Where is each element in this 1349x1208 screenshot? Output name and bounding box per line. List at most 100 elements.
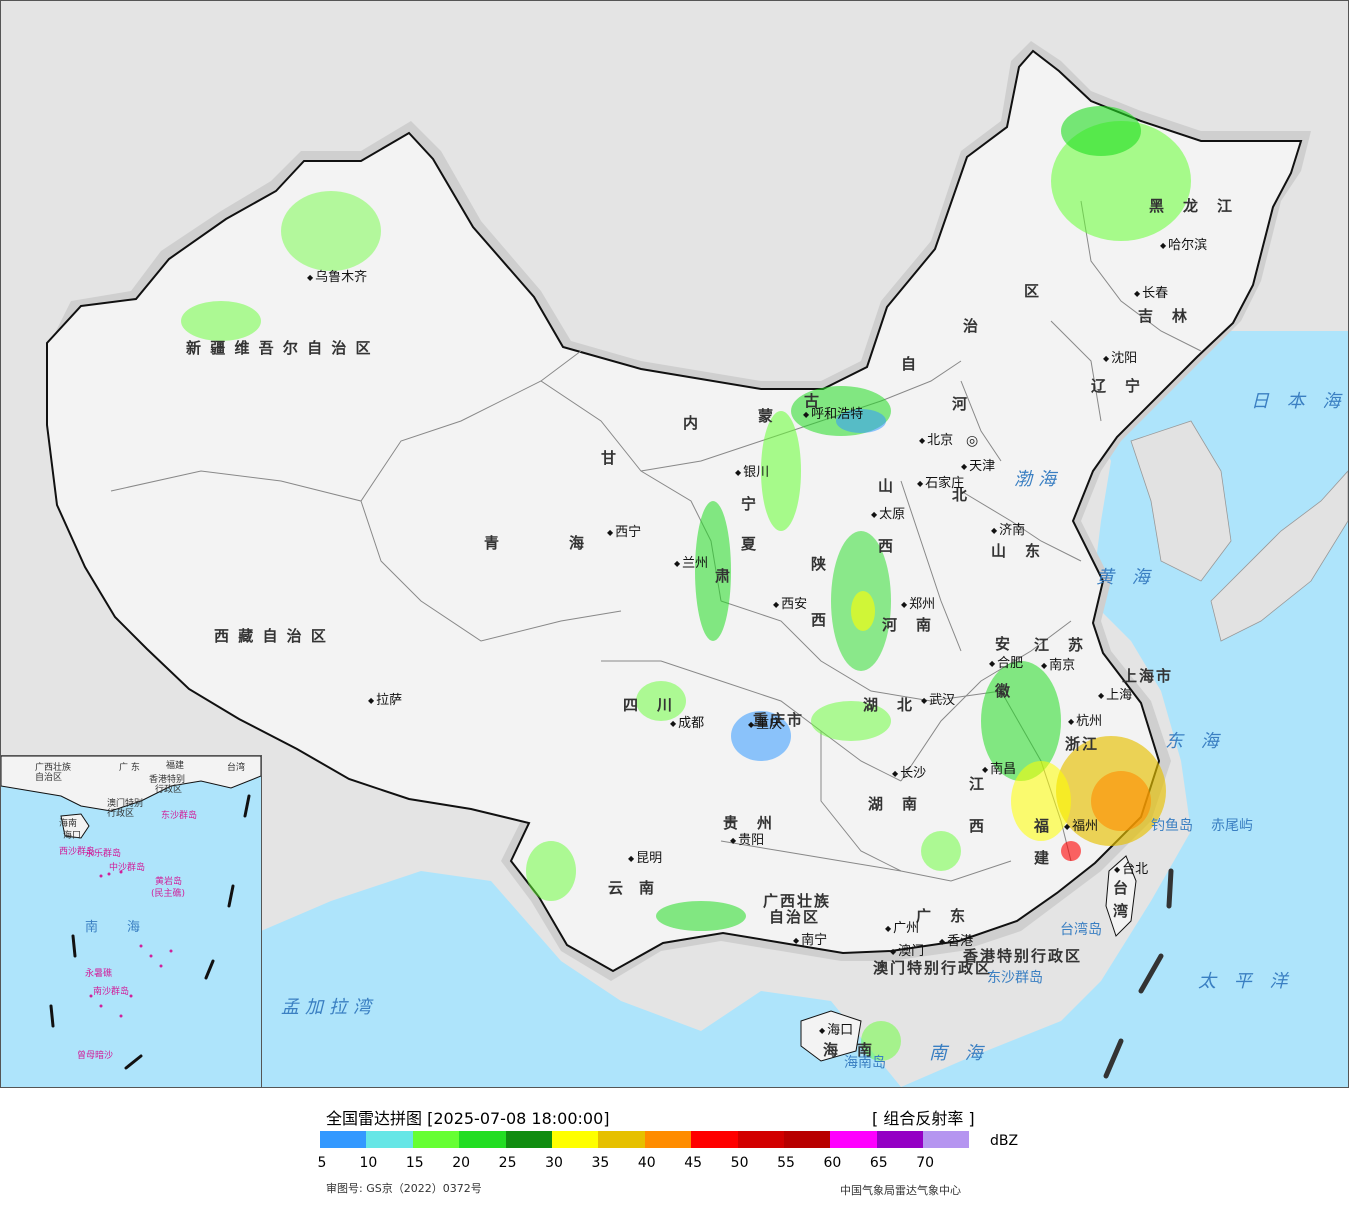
region-label: 南 — [639, 879, 657, 897]
inset-label: 澳门特别 — [107, 799, 144, 809]
scale-tick-label: 65 — [869, 1155, 888, 1171]
scale-tick-label: 55 — [777, 1155, 795, 1171]
inset-label: 福建 — [166, 761, 185, 771]
sea-label: 渤海 — [1014, 469, 1062, 490]
region-label: 西 — [969, 817, 987, 835]
region-label: 广 东 — [916, 907, 968, 925]
city-label: 天津 — [961, 460, 995, 473]
region-label: 蒙 — [758, 407, 776, 425]
scale-tick-label: 40 — [637, 1155, 656, 1171]
region-label: 福 — [1034, 817, 1052, 835]
inset-label: 西沙群岛 — [59, 847, 96, 857]
sea-label: 南 海 — [929, 1043, 989, 1064]
island-label: 台湾岛 — [1060, 922, 1102, 938]
region-label: 西 藏 自 治 区 — [214, 627, 328, 645]
ocean-south — [181, 871, 901, 1087]
city-label: 沈阳 — [1103, 352, 1137, 365]
color-swatch — [459, 1131, 506, 1148]
region-label: 吉 林 — [1138, 307, 1190, 325]
inset-land — [1, 756, 261, 812]
region-label: 山 东 — [991, 542, 1043, 560]
legend-panel: 全国雷达拼图 [2025-07-08 18:00:00] [ 组合反射率 ] 5… — [0, 1088, 1349, 1208]
inset-hainan — [60, 813, 90, 839]
city-label: 北京 — [919, 434, 953, 447]
city-label: 合肥 — [989, 657, 1023, 670]
inset-label: 南 海 — [85, 920, 149, 935]
scale-tick-label: 35 — [591, 1155, 610, 1171]
city-label: 贵阳 — [730, 834, 764, 847]
region-label: 自 — [901, 355, 919, 373]
scale-tick-label: 30 — [545, 1155, 563, 1171]
region-label: 河 南 — [882, 616, 934, 634]
legend-title: 全国雷达拼图 [2025-07-08 18:00:00] — [326, 1109, 610, 1128]
island-label: 海南岛 — [844, 1055, 886, 1071]
sea-label: 太 平 洋 — [1198, 971, 1294, 992]
region-label: 宁 — [741, 495, 759, 513]
city-label: 太原 — [871, 508, 905, 521]
inset-label: 海口 — [63, 831, 82, 841]
region-label: 陕 — [811, 555, 829, 573]
city-label: 兰州 — [674, 557, 708, 570]
scale-tick-label: 10 — [359, 1155, 378, 1171]
region-label: 河 — [952, 395, 970, 413]
city-label: 香港 — [939, 935, 973, 948]
region-label: 内 — [683, 414, 701, 432]
color-swatch — [320, 1131, 367, 1148]
korea-land — [1130, 420, 1232, 582]
color-swatch — [830, 1131, 877, 1148]
city-label: 海口 — [819, 1024, 853, 1037]
agency-credit: 中国气象局雷达气象中心 — [840, 1184, 961, 1197]
inset-label: 行政区 — [155, 785, 183, 795]
region-label: 新 疆 维 吾 尔 自 治 区 — [186, 339, 373, 357]
inset-label: 黄岩岛 — [155, 877, 183, 887]
radar-map: 新 疆 维 吾 尔 自 治 区西 藏 自 治 区青 海甘肃内蒙古自治区黑 龙 江… — [0, 0, 1349, 1088]
island-label: 赤尾屿 — [1211, 818, 1253, 834]
city-label: 澳门 — [890, 945, 924, 958]
inset-label: 自治区 — [35, 773, 63, 783]
scale-tick-label: 25 — [498, 1155, 517, 1171]
inset-label: 永暑礁 — [85, 969, 113, 979]
maritime-dashes — [1103, 868, 1174, 1079]
region-label: 海 南 — [823, 1041, 875, 1059]
color-swatch — [412, 1131, 460, 1148]
ocean-area — [901, 331, 1348, 1087]
color-scale-bar — [320, 1131, 970, 1148]
island-label: 东沙群岛 — [987, 970, 1043, 986]
color-swatch — [876, 1131, 924, 1148]
inset-label: 曾母暗沙 — [77, 1051, 114, 1061]
region-label: 西 — [878, 537, 896, 555]
inset-label: 台湾 — [227, 763, 246, 773]
city-label: 长春 — [1134, 287, 1168, 300]
region-label: 徽 — [995, 682, 1013, 700]
color-swatch — [783, 1131, 831, 1148]
region-label: 上海市 — [1122, 667, 1174, 685]
region-label: 江 苏 — [1034, 636, 1086, 654]
region-label: 台 — [1113, 879, 1131, 897]
sea-label: 黄 海 — [1096, 567, 1156, 588]
region-label: 肃 — [715, 567, 733, 585]
city-label: 石家庄 — [917, 477, 964, 490]
inset-label: 广西壮族 — [35, 763, 72, 773]
region-label: 辽 宁 — [1091, 377, 1143, 395]
city-label: 南宁 — [793, 934, 827, 947]
scale-tick-label: 5 — [317, 1155, 327, 1171]
scale-tick-label: 50 — [730, 1155, 749, 1171]
color-swatch — [505, 1131, 552, 1148]
region-label: 澳门特别行政区 — [873, 959, 993, 977]
region-label: 西 — [811, 611, 829, 629]
city-label: 南京 — [1041, 659, 1075, 672]
city-label: 银川 — [735, 466, 769, 479]
scale-tick-label: 45 — [684, 1155, 703, 1171]
product-label: [ 组合反射率 ] — [872, 1109, 975, 1128]
region-label: 甘 — [601, 449, 619, 467]
inset-label: 香港特别 — [149, 775, 186, 785]
city-label: 呼和浩特 — [803, 408, 863, 421]
scale-tick-label: 60 — [823, 1155, 842, 1171]
region-label: 广西壮族 — [763, 892, 832, 910]
city-label: 郑州 — [901, 598, 935, 611]
region-label: 浙江 — [1065, 735, 1100, 753]
scale-tick-label: 15 — [405, 1155, 424, 1171]
region-label: 山 — [878, 477, 896, 495]
region-label: 湖 北 — [863, 696, 915, 714]
inset-dashes — [49, 794, 251, 1070]
